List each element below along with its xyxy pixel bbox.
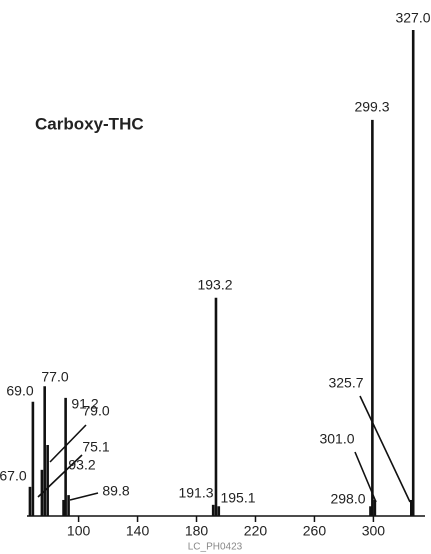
peak-label: 299.3 — [354, 99, 389, 115]
leader-line — [359, 395, 411, 503]
x-tick-label: 140 — [126, 523, 150, 539]
x-tick-label: 100 — [67, 523, 91, 539]
peak-label: 89.8 — [102, 483, 129, 499]
peak-label: 67.0 — [0, 468, 27, 484]
peak-label: 195.1 — [220, 490, 255, 506]
peak-label: 325.7 — [328, 375, 363, 391]
footer: LC_PH0423 — [188, 542, 243, 553]
peak-label: 193.2 — [197, 277, 232, 293]
x-tick-label: 300 — [362, 523, 386, 539]
peak-label: 75.1 — [82, 439, 109, 455]
leader-line — [354, 451, 377, 503]
x-tick-label: 180 — [185, 523, 209, 539]
peak-label: 93.2 — [68, 457, 95, 473]
peak-label: 191.3 — [178, 485, 213, 501]
peak-label: 301.0 — [319, 431, 354, 447]
leader-line — [69, 492, 99, 501]
peak-label: 79.0 — [82, 403, 109, 419]
peak-label: 298.0 — [330, 491, 365, 507]
x-tick-label: 220 — [244, 523, 268, 539]
peak-label: 77.0 — [41, 369, 68, 385]
chart-title: Carboxy-THC — [35, 114, 144, 133]
x-tick-label: 260 — [303, 523, 327, 539]
peak-label: 327.0 — [395, 10, 430, 26]
leader-line — [49, 424, 87, 463]
peak-label: 69.0 — [6, 383, 33, 399]
peak-label: 91.2 — [71, 396, 98, 412]
